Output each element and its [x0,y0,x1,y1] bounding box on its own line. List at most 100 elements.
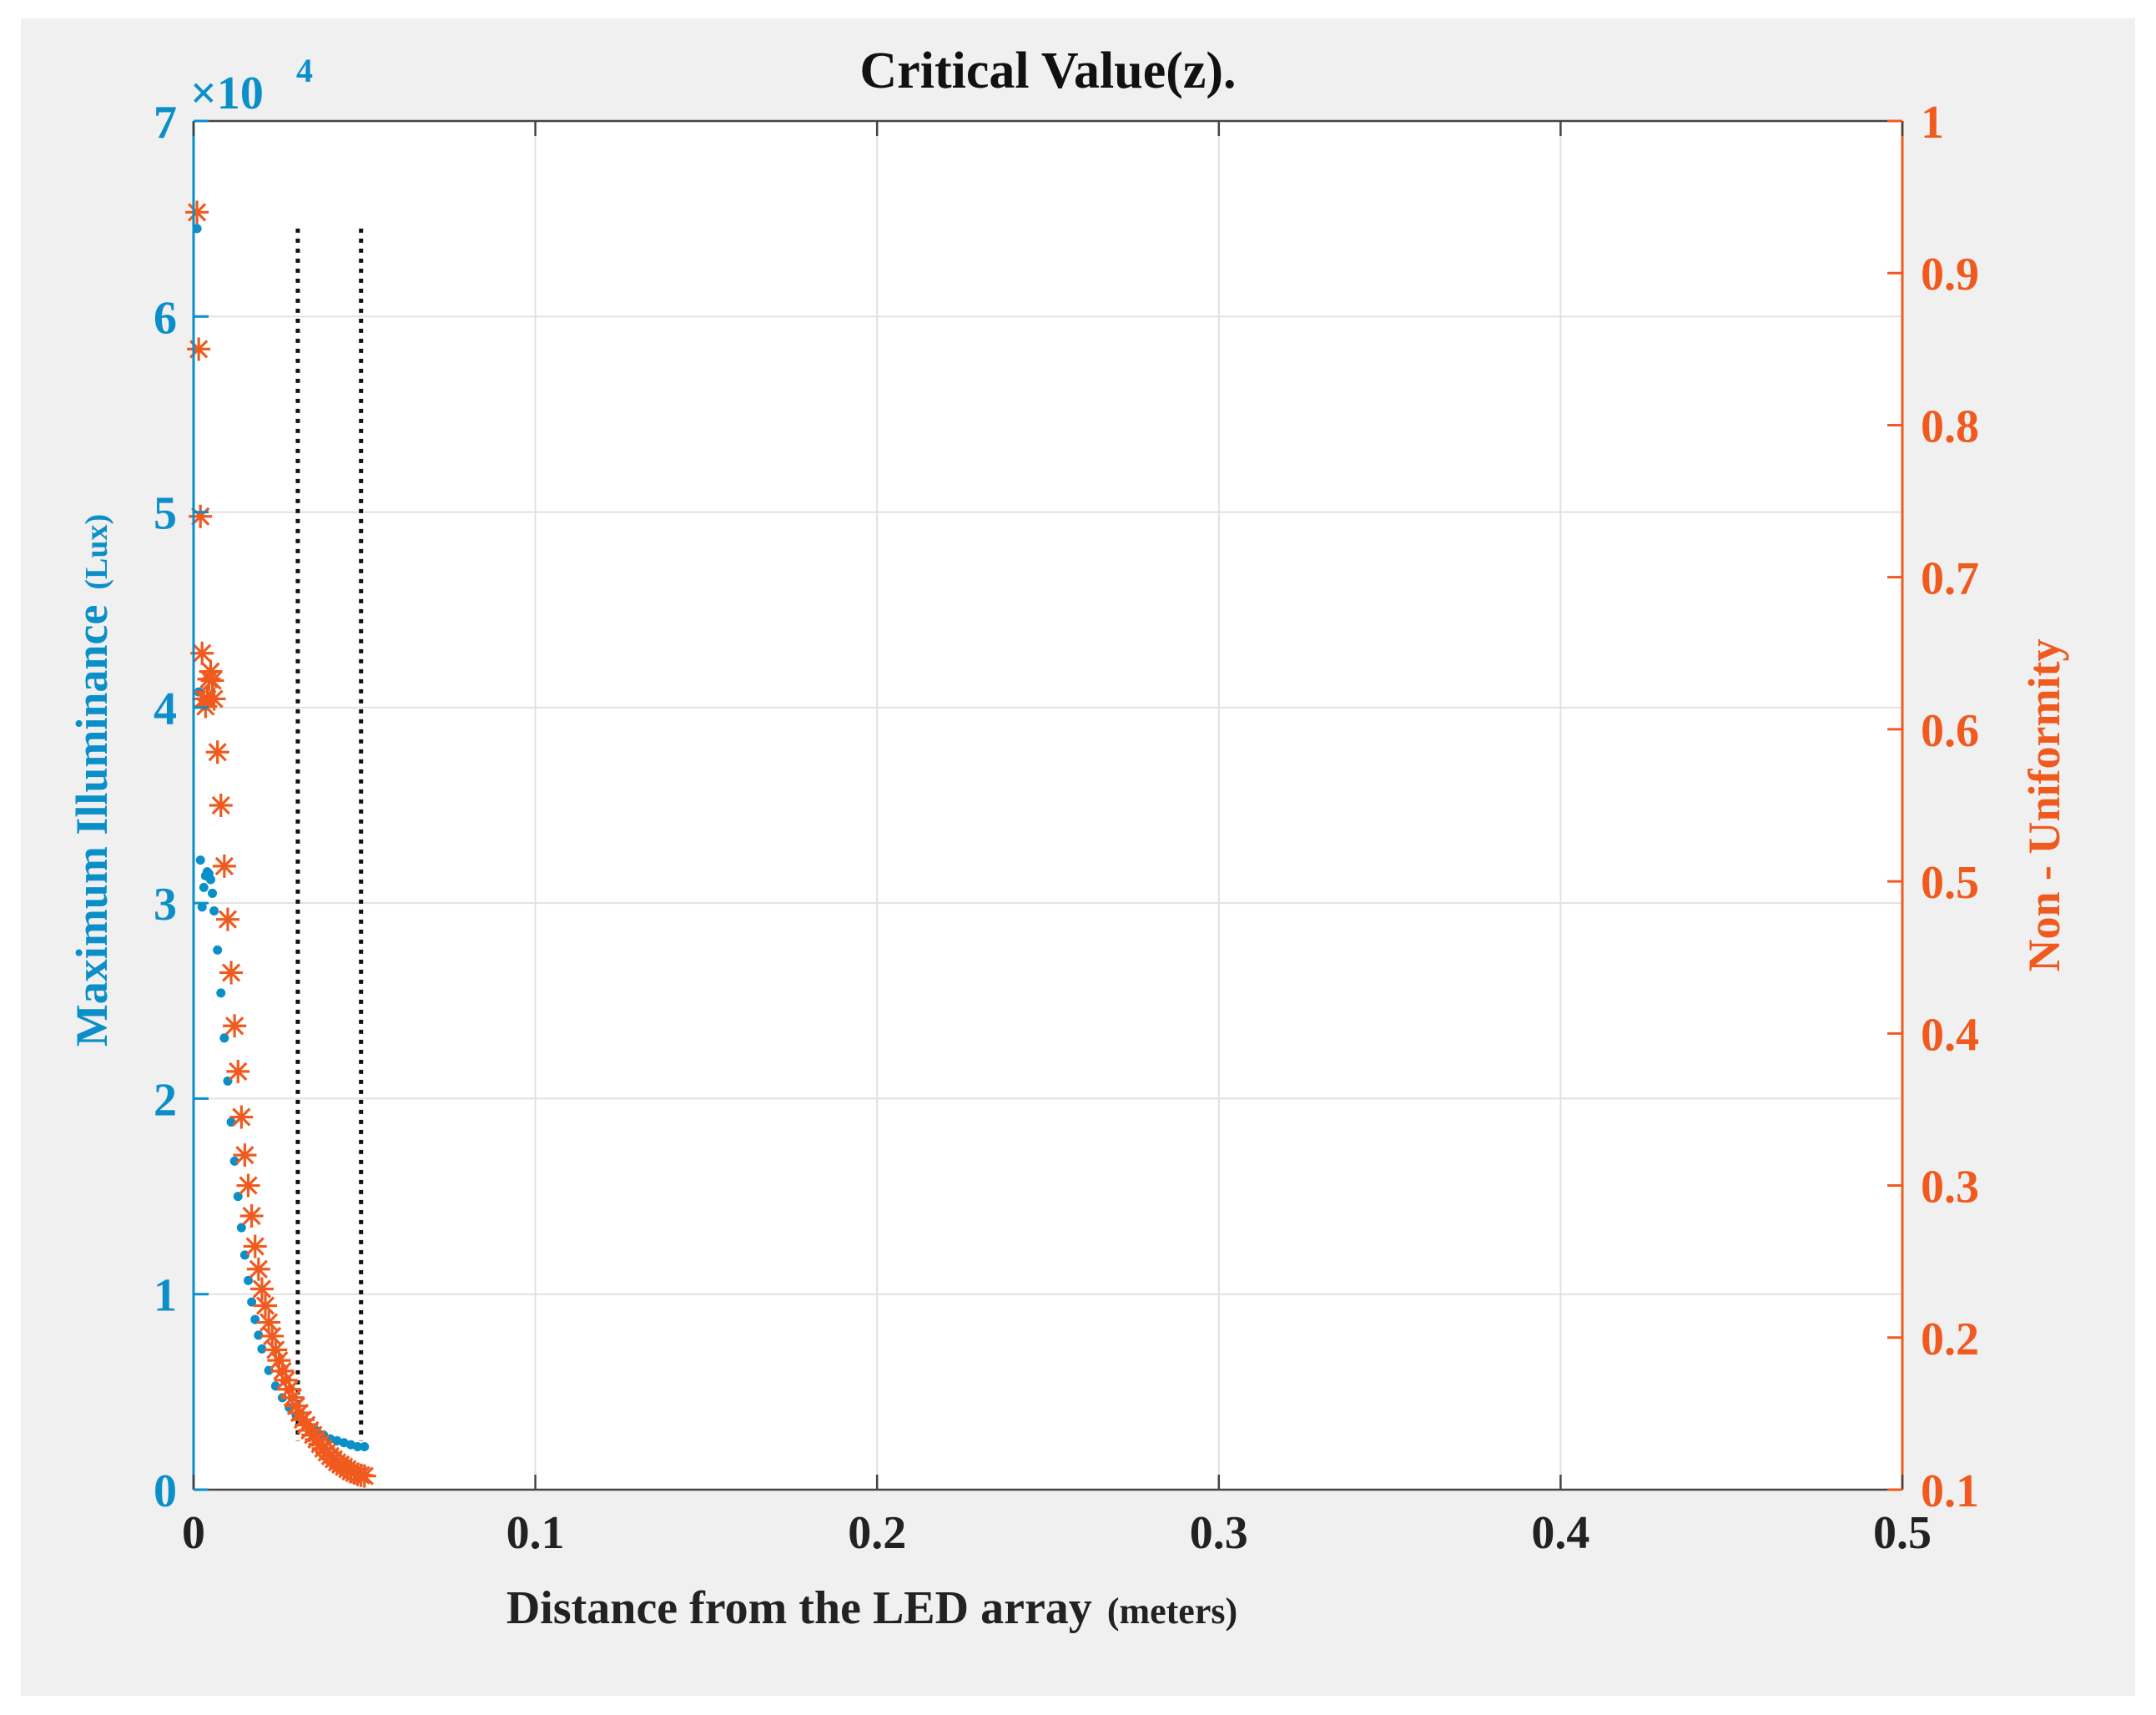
non-uniformity-point [189,504,213,528]
non-uniformity-point [212,854,236,878]
y-right-tick-label: 0.5 [1921,857,1979,909]
non-uniformity-point [187,337,211,361]
series-non-uniformity [185,200,376,1488]
asterisk-marker [239,1204,264,1228]
y-left-label-main: Maximum Illuminance [67,605,117,1047]
non-uniformity-point [270,1359,295,1383]
illuminance-point [199,882,209,892]
non-uniformity-point [352,1464,376,1488]
non-uniformity-point [246,1257,270,1281]
y-left-tick-label: 7 [154,97,177,149]
y-left-tick-label: 2 [154,1074,177,1126]
non-uniformity-point [267,1349,291,1373]
y-left-tick-label: 6 [154,292,177,344]
illuminance-point [360,1441,370,1451]
left-exponent-label: ×10 4 [190,52,313,119]
illuminance-point [236,1223,246,1233]
tick-labels: 0 0.1 0.2 0.3 0.4 0.5 0 1 2 3 4 5 6 7 0.1 0.2 0.3 0.4 0.5 0… [154,97,1979,1559]
non-uniformity-point [233,1143,257,1168]
asterisk-marker [205,740,229,764]
non-uniformity-point [239,1204,264,1228]
non-uniformity-point [264,1338,288,1362]
asterisk-marker [187,337,211,361]
asterisk-marker [219,961,244,985]
asterisk-marker [352,1464,376,1488]
illuminance-point [195,855,205,865]
asterisk-marker [226,1059,250,1083]
y-left-tick-label: 3 [154,879,177,931]
y-left-axis-label: Maximum Illuminance (Lux) [67,514,117,1047]
asterisk-marker [277,1377,301,1401]
asterisk-marker [200,668,224,693]
asterisk-marker [342,1460,366,1485]
asterisk-marker [202,687,226,711]
asterisk-marker [249,1277,274,1301]
asterisk-marker [284,1394,308,1418]
non-uniformity-point [200,668,224,693]
asterisk-marker [197,667,221,691]
y-left-tick-label: 1 [154,1270,177,1322]
asterisk-marker [260,1324,285,1348]
asterisk-marker [267,1349,291,1373]
y-left-tick-label: 4 [154,683,177,735]
grid [194,121,1902,1490]
x-label-main: Distance from the LED array [506,1582,1092,1634]
illuminance-point [353,1441,363,1451]
asterisk-marker [287,1400,311,1425]
asterisk-marker [223,1014,247,1038]
axes [192,119,1904,1491]
plot-area [194,121,1902,1490]
non-uniformity-point [291,1408,315,1432]
x-tick-label: 0.5 [1873,1507,1932,1559]
asterisk-marker [295,1413,319,1437]
reference-lines [295,228,364,1441]
illuminance-point [197,902,207,912]
y-right-tick-label: 0.9 [1921,249,1979,300]
asterisk-marker [199,659,223,683]
non-uniformity-point [223,1014,247,1038]
x-tick-label: 0.2 [848,1507,906,1559]
asterisk-marker [190,641,214,665]
illuminance-point [254,1330,264,1340]
non-uniformity-point [274,1368,298,1392]
non-uniformity-point [339,1460,363,1484]
non-uniformity-point [295,1413,319,1437]
non-uniformity-point [254,1294,278,1318]
x-tick-label: 0.4 [1531,1507,1589,1559]
asterisk-marker [264,1338,288,1362]
chart-title: Critical Value(z). [859,43,1236,99]
asterisk-marker [229,1105,254,1129]
y-right-tick-label: 0.3 [1921,1162,1979,1213]
left-exponent-base: ×10 [190,68,264,119]
asterisk-marker [270,1359,295,1383]
y-right-tick-label: 0.4 [1921,1009,1979,1061]
asterisk-marker [274,1368,298,1392]
asterisk-marker [185,200,209,224]
non-uniformity-point [249,1277,274,1301]
asterisk-marker [209,794,233,817]
non-uniformity-point [243,1234,267,1259]
asterisk-marker [243,1234,267,1259]
asterisk-marker [233,1143,257,1168]
non-uniformity-point [185,200,209,224]
asterisk-marker [236,1173,260,1198]
non-uniformity-point [342,1460,366,1485]
illuminance-point [205,875,215,885]
asterisk-marker [246,1257,270,1281]
y-right-tick-label: 0.7 [1921,553,1979,605]
y-right-tick-label: 0.8 [1921,401,1979,452]
illuminance-point [257,1344,267,1354]
illuminance-point [216,988,226,998]
non-uniformity-point [277,1377,301,1401]
non-uniformity-point [284,1394,308,1418]
y-right-tick-label: 0.2 [1921,1314,1979,1365]
illuminance-point [209,906,219,916]
non-uniformity-point [197,667,221,691]
non-uniformity-point [202,687,226,711]
y-left-label-unit: (Lux) [79,514,114,590]
y-right-axis-label: Non - Uniformity [2019,639,2069,972]
x-label-unit: (meters) [1107,1591,1237,1632]
x-tick-label: 0.1 [506,1507,565,1559]
x-tick-label: 0 [182,1507,205,1559]
